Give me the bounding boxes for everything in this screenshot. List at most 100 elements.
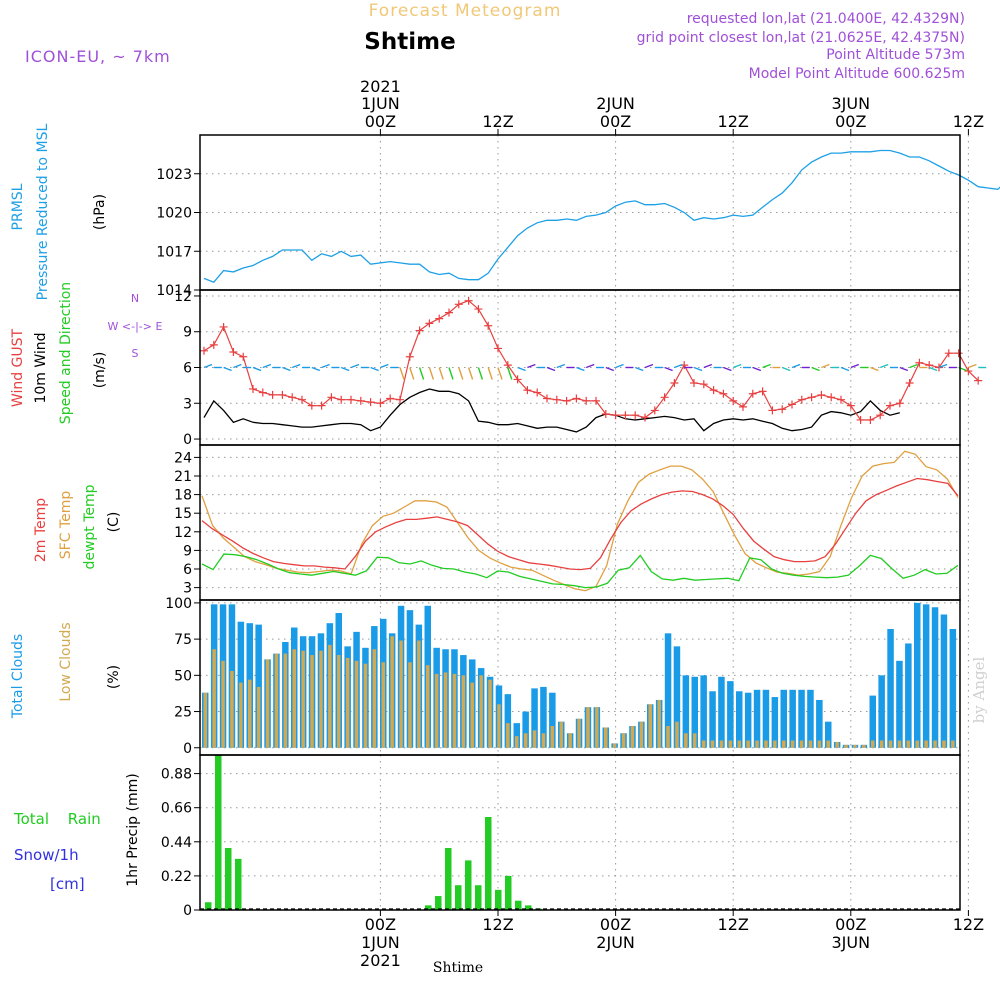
low-cloud-bar xyxy=(648,704,652,748)
y-tick-label: 18 xyxy=(174,488,192,504)
wind-direction-arrow xyxy=(762,363,771,369)
wind-direction-arrow xyxy=(350,363,360,369)
gust-marker xyxy=(513,375,522,384)
y-tick-label: 3 xyxy=(183,581,192,597)
low-cloud-bar xyxy=(390,636,394,748)
y-tick-label: 0.66 xyxy=(161,801,192,817)
low-cloud-bar xyxy=(354,660,359,748)
low-cloud-bar xyxy=(942,740,946,748)
gust-marker xyxy=(396,395,404,404)
total-cloud-bar xyxy=(744,692,752,748)
wind-direction-arrow xyxy=(723,366,732,372)
temp-unit: (C) xyxy=(106,512,122,533)
low-cloud-bar xyxy=(568,733,572,748)
compass-s: S xyxy=(132,347,139,360)
wind-direction-arrow xyxy=(546,366,556,372)
gust-marker xyxy=(523,386,532,395)
wind-unit: (m/s) xyxy=(92,352,108,389)
gust-marker xyxy=(748,389,757,398)
gust-marker xyxy=(758,387,767,396)
gust-marker xyxy=(337,395,346,404)
low-cloud-bar xyxy=(506,723,510,748)
top-time-label: 12Z xyxy=(482,112,513,131)
wind-label: 10m Wind xyxy=(33,332,49,403)
wind-direction-arrow xyxy=(409,367,415,380)
gust-marker xyxy=(866,415,875,424)
y-tick-label: 0.44 xyxy=(161,835,192,851)
gust-marker xyxy=(592,396,600,405)
gust-marker xyxy=(670,379,679,387)
low-cloud-bar xyxy=(924,740,928,748)
gust-marker xyxy=(366,398,375,407)
low-cloud-bar xyxy=(755,740,759,748)
low-cloud-bar xyxy=(586,707,590,748)
rain-bar xyxy=(495,889,502,910)
cloud-labels: Total Clouds Low Clouds (%) xyxy=(10,622,122,719)
total-cloud-bar xyxy=(780,689,787,748)
low-cloud-bar xyxy=(541,733,546,748)
low-cloud-bar xyxy=(399,640,403,748)
total-cloud-bar xyxy=(682,675,690,748)
low-cloud-bar xyxy=(337,655,341,748)
rain-bar xyxy=(505,875,512,910)
rain-bar xyxy=(235,858,242,910)
gust-marker xyxy=(494,344,502,353)
rain-bar xyxy=(455,885,462,910)
low-cloud-bar xyxy=(283,653,288,748)
low-cloud-bar xyxy=(265,659,270,748)
total-cloud-bar xyxy=(771,697,779,748)
wind-direction-arrow xyxy=(791,363,801,369)
low-cloud-bar xyxy=(203,692,207,748)
bottom-day-label: 2JUN xyxy=(596,933,635,952)
gust-marker xyxy=(464,296,473,305)
total-cloud-bar xyxy=(798,689,805,748)
low-cloud-bar xyxy=(773,740,777,748)
bottom-time-label: 00Z xyxy=(835,915,866,934)
gust-marker xyxy=(650,406,659,415)
total-clouds-label: Total Clouds xyxy=(10,634,26,719)
wind-direction-arrow xyxy=(428,367,435,380)
wind-direction-arrow xyxy=(507,367,513,380)
wind-direction-arrow xyxy=(821,363,830,369)
requested-coords: requested lon,lat (21.0400E, 42.4329N) xyxy=(687,11,965,27)
pressure-unit: (hPa) xyxy=(92,194,108,230)
low-cloud-bar xyxy=(345,657,350,748)
wind-direction-arrow xyxy=(879,363,889,369)
y-tick-label: 1023 xyxy=(156,167,192,183)
rain-bar xyxy=(215,755,222,910)
gust-marker xyxy=(552,395,561,404)
y-tick-label: 3 xyxy=(183,396,192,412)
total-cloud-bar xyxy=(531,688,538,748)
gust-marker xyxy=(660,393,669,402)
gust-marker xyxy=(699,380,708,389)
wind-labels: Wind GUST 10m Wind Speed and Direction (… xyxy=(10,282,162,424)
top-time-label: 00Z xyxy=(365,112,396,131)
gust-marker xyxy=(974,376,983,385)
y-tick-label: 24 xyxy=(174,450,192,466)
wind-direction-arrow xyxy=(282,366,291,372)
gust-marker xyxy=(719,389,728,398)
bottom-time-label: 00Z xyxy=(365,915,396,934)
total-cloud-bar xyxy=(869,695,876,748)
low-cloud-bar xyxy=(710,740,715,748)
total-cloud-bar xyxy=(513,723,520,748)
wind-direction-arrow xyxy=(487,367,493,380)
wind-direction-arrow xyxy=(576,366,585,372)
low-cloud-bar xyxy=(630,726,635,748)
low-cloud-bar xyxy=(915,740,919,748)
rain-bar xyxy=(475,885,482,910)
wind-direction-arrow xyxy=(556,363,566,369)
wind-direction-arrow xyxy=(615,363,624,369)
total-cloud-bar xyxy=(691,676,698,748)
gust-marker xyxy=(307,401,316,410)
y-tick-label: 15 xyxy=(174,506,192,522)
low-cloud-bar xyxy=(906,740,911,748)
gust-marker xyxy=(621,411,630,420)
y-tick-label: 0 xyxy=(183,432,192,448)
wind-direction-arrow xyxy=(291,363,301,369)
y-tick-label: 75 xyxy=(174,632,192,648)
sfc-label: SFC Temp xyxy=(58,491,74,560)
top-time-label: 00Z xyxy=(835,112,866,131)
low-cloud-bar xyxy=(256,686,261,748)
low-cloud-bar xyxy=(782,740,786,748)
